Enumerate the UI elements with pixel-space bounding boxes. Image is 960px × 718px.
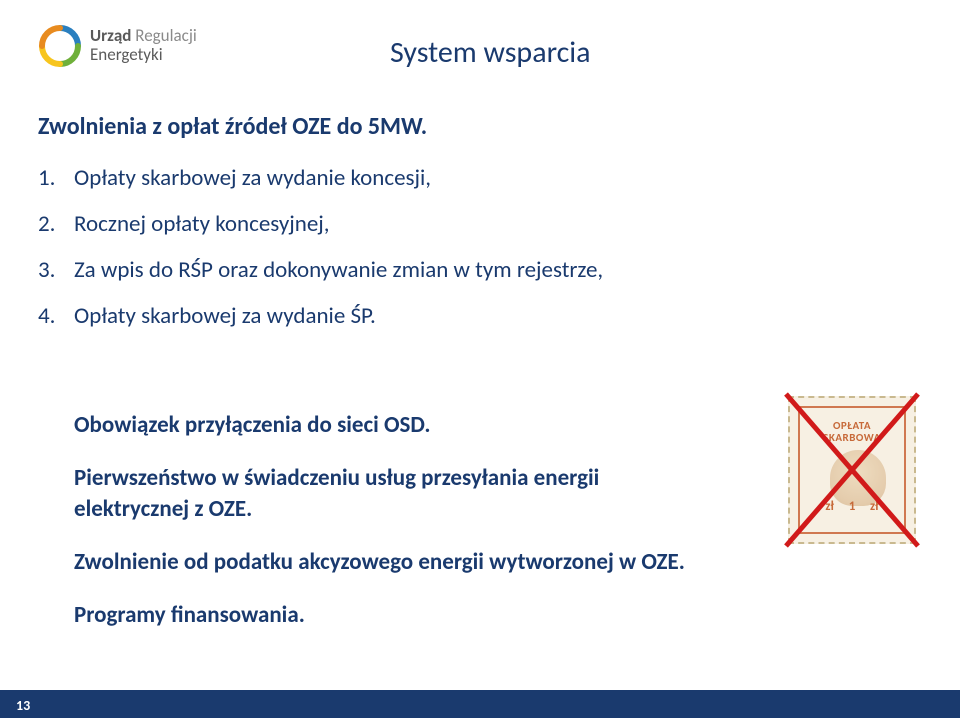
- stamp-currency-left: zł: [825, 499, 834, 514]
- list-text: Za wpis do RŚP oraz dokonywanie zmian w …: [74, 256, 603, 284]
- stamp-eagle-icon: [830, 450, 886, 506]
- stamp-amount: 1: [849, 499, 856, 514]
- stamp-line2: SKARBOWA: [800, 432, 904, 444]
- paragraph: Obowiązek przyłączenia do sieci OSD.: [74, 410, 714, 441]
- list-item: 4. Opłaty skarbowej za wydanie ŚP.: [38, 302, 798, 330]
- list-item: 2. Rocznej opłaty koncesyjnej,: [38, 210, 798, 238]
- paragraph: Pierwszeństwo w świadczeniu usług przesy…: [74, 463, 714, 525]
- logo-text: Urząd Regulacji Energetyki: [90, 27, 197, 64]
- stamp-currency-right: zł: [870, 499, 879, 514]
- list-number: 1.: [38, 164, 62, 192]
- list-number: 2.: [38, 210, 62, 238]
- paragraph: Zwolnienie od podatku akcyzowego energii…: [74, 547, 714, 578]
- list-text: Opłaty skarbowej za wydanie ŚP.: [74, 302, 376, 330]
- stamp-frame: OPŁATA SKARBOWA zł 1 zł: [798, 406, 906, 534]
- logo-icon: [38, 24, 82, 68]
- swirl-icon: [38, 24, 82, 68]
- stamp-label: OPŁATA SKARBOWA: [800, 420, 904, 444]
- slide: Urząd Regulacji Energetyki System wsparc…: [0, 0, 960, 718]
- numbered-list: 1. Opłaty skarbowej za wydanie koncesji,…: [38, 164, 798, 348]
- list-text: Opłaty skarbowej za wydanie koncesji,: [74, 164, 431, 192]
- slide-title: System wsparcia: [390, 34, 591, 71]
- list-item: 1. Opłaty skarbowej za wydanie koncesji,: [38, 164, 798, 192]
- list-item: 3. Za wpis do RŚP oraz dokonywanie zmian…: [38, 256, 798, 284]
- footer-bar: [0, 690, 960, 718]
- logo: Urząd Regulacji Energetyki: [38, 24, 197, 68]
- page-number: 13: [16, 697, 30, 714]
- paragraph: Programy finansowania.: [74, 600, 714, 631]
- stamp-background: OPŁATA SKARBOWA zł 1 zł: [788, 396, 916, 544]
- slide-subtitle: Zwolnienia z opłat źródeł OZE do 5MW.: [38, 112, 427, 141]
- list-number: 3.: [38, 256, 62, 284]
- logo-line2: Energetyki: [90, 46, 197, 65]
- paragraph-block: Obowiązek przyłączenia do sieci OSD. Pie…: [74, 410, 714, 653]
- list-text: Rocznej opłaty koncesyjnej,: [74, 210, 330, 238]
- tax-stamp: OPŁATA SKARBOWA zł 1 zł: [788, 396, 916, 544]
- list-number: 4.: [38, 302, 62, 330]
- stamp-value: zł 1 zł: [800, 499, 904, 514]
